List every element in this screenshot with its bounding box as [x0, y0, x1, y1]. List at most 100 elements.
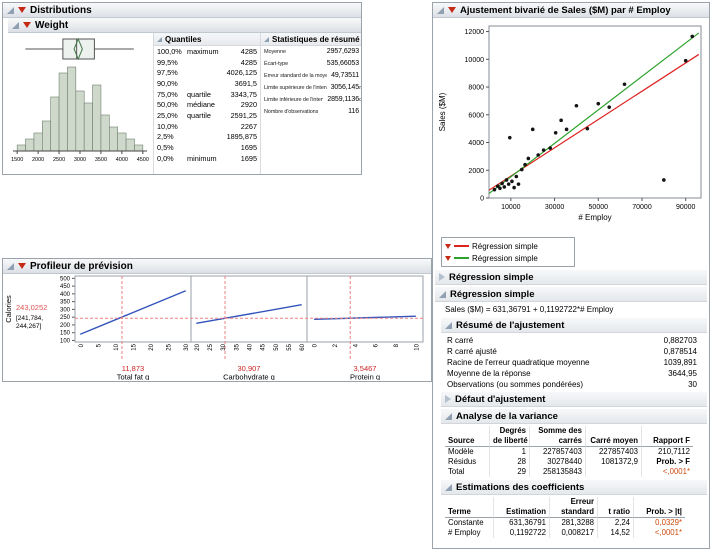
coefficients-title: Estimations des coefficients	[456, 481, 585, 493]
disclosure-open-icon[interactable]	[7, 6, 14, 14]
histogram-bar	[125, 138, 135, 152]
factor-name: Total fat g	[117, 373, 150, 381]
data-point[interactable]	[507, 135, 512, 140]
data-point[interactable]	[500, 181, 504, 186]
data-point[interactable]	[523, 162, 527, 167]
red-triangle-menu-icon[interactable]	[18, 7, 26, 13]
data-point[interactable]	[596, 101, 601, 106]
disclosure-closed-icon[interactable]	[439, 273, 445, 281]
data-point[interactable]	[541, 148, 546, 152]
factor-current-value: 11,873	[122, 364, 144, 373]
anova-cell: Total	[448, 467, 465, 476]
data-point[interactable]	[662, 178, 666, 182]
data-point[interactable]	[622, 82, 627, 87]
x-tick-label: 45	[261, 343, 267, 350]
quantile-percent: 50,0%	[157, 100, 178, 110]
anova-header-cell	[585, 426, 641, 436]
anova-header-cell	[445, 426, 489, 436]
data-point[interactable]	[510, 179, 514, 184]
histogram-bar	[117, 132, 127, 152]
disclosure-open-icon[interactable]	[264, 36, 269, 42]
coefficient-header-cell	[633, 497, 685, 507]
x-axis-label: # Employ	[578, 213, 611, 222]
quantiles-section: Quantiles 100,0% maximum 4285 99,5% 4285 97,5…	[153, 33, 260, 174]
fit-summary-header: Résumé de l'ajustement	[441, 318, 707, 333]
fit-summary-row: Observations (ou sommes pondérées) 30	[447, 379, 697, 390]
data-point[interactable]	[683, 58, 688, 63]
summary-stat-label: Limite inférieure de l'intervalle de con…	[264, 97, 361, 103]
profiler-cell	[190, 275, 308, 343]
summary-stat-label: Nombre d'observations	[264, 109, 319, 115]
data-point[interactable]	[502, 185, 507, 189]
y-tick-label: 350	[60, 300, 71, 306]
red-triangle-menu-icon[interactable]	[445, 243, 451, 249]
disclosure-open-icon[interactable]	[439, 290, 446, 298]
quantile-value: 2920	[240, 100, 257, 110]
x-tick-label: 30000	[545, 204, 565, 211]
data-point[interactable]	[690, 34, 695, 39]
red-triangle-menu-icon[interactable]	[23, 22, 31, 28]
profiler-header: Profileur de prévision	[3, 259, 431, 274]
disclosure-closed-icon[interactable]	[445, 395, 451, 403]
data-point[interactable]	[504, 178, 509, 182]
fit-legend: Régression simple Régression simple	[441, 237, 575, 267]
disclosure-open-icon[interactable]	[445, 321, 452, 329]
y-tick-label: 250	[60, 315, 71, 321]
summary-stat-row: Moyenne 2957,6293	[261, 46, 361, 58]
legend-label: Régression simple	[472, 253, 538, 263]
x-tick-label: 3000	[74, 157, 86, 163]
anova-cell: 227857403	[585, 447, 641, 457]
quantile-percent: 97,5%	[157, 68, 178, 78]
x-tick-label: 55	[287, 343, 293, 350]
red-triangle-menu-icon[interactable]	[448, 7, 456, 13]
linear-fit-header: Régression simple	[435, 287, 707, 302]
quantile-row: 97,5% 4026,125	[154, 67, 260, 78]
data-point[interactable]	[553, 131, 558, 135]
x-tick-label: 4	[353, 343, 359, 347]
stat-value: 3644,95	[668, 369, 697, 378]
data-point[interactable]	[506, 182, 511, 186]
profiler-cell	[306, 275, 424, 343]
data-point[interactable]	[585, 126, 590, 131]
data-point[interactable]	[519, 167, 524, 172]
data-point[interactable]	[607, 105, 612, 109]
coefficients-header: Estimations des coefficients	[441, 480, 707, 495]
data-point[interactable]	[559, 118, 563, 123]
disclosure-open-icon[interactable]	[7, 262, 14, 270]
data-point[interactable]	[564, 127, 569, 132]
data-point[interactable]	[574, 103, 579, 108]
anova-cell	[585, 467, 641, 477]
x-tick-label: 2500	[53, 157, 65, 163]
disclosure-open-icon[interactable]	[445, 412, 452, 420]
data-point[interactable]	[530, 127, 535, 132]
summary-stat-row: Nombre d'observations 116	[261, 106, 361, 118]
data-point[interactable]	[514, 174, 519, 179]
disclosure-open-icon[interactable]	[12, 21, 19, 29]
data-point[interactable]	[526, 156, 531, 161]
x-tick-label: 10	[114, 343, 120, 350]
data-point[interactable]	[516, 182, 521, 186]
data-point[interactable]	[498, 186, 502, 191]
fit-equation: Sales ($M) = 631,36791 + 0,1192722*# Emp…	[445, 305, 614, 314]
quantile-percent: 25,0%	[157, 110, 178, 120]
y-tick-label: 10000	[465, 57, 485, 64]
data-point[interactable]	[548, 146, 552, 150]
data-point[interactable]	[536, 153, 540, 157]
disclosure-open-icon[interactable]	[445, 483, 452, 491]
y-tick-label: 12000	[465, 29, 485, 36]
disclosure-open-icon[interactable]	[437, 6, 444, 14]
red-triangle-menu-icon[interactable]	[445, 255, 451, 261]
disclosure-open-icon[interactable]	[157, 36, 162, 42]
data-point[interactable]	[512, 185, 516, 190]
coefficient-cell: 14,52	[597, 528, 633, 538]
coefficient-cell: <,0001*	[633, 528, 685, 538]
coefficient-header-cell: Estimation	[493, 507, 549, 518]
anova-header-cell: Somme des	[529, 426, 585, 436]
coefficient-header-cell: Prob. > |t|	[633, 507, 685, 518]
quantile-row: 99,5% 4285	[154, 57, 260, 68]
quantiles-table: 100,0% maximum 4285 99,5% 4285 97,5% 4026,125 9…	[154, 46, 260, 164]
summary-stat-label: Limite supérieure de l'intervalle de con…	[264, 85, 361, 91]
red-triangle-menu-icon[interactable]	[18, 263, 26, 269]
data-point[interactable]	[492, 187, 497, 192]
